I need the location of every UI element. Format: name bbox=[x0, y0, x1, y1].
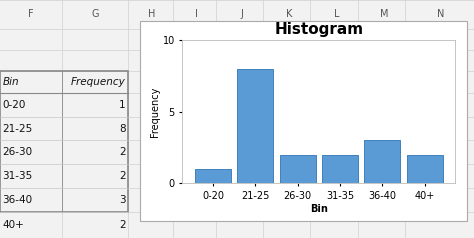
Text: M: M bbox=[380, 9, 388, 19]
Bar bbox=[407, 155, 443, 183]
Bar bbox=[322, 155, 358, 183]
Text: 8: 8 bbox=[119, 124, 126, 134]
Title: Histogram: Histogram bbox=[274, 21, 364, 36]
Text: 36-40: 36-40 bbox=[2, 195, 33, 205]
Text: H: H bbox=[148, 9, 155, 19]
Y-axis label: Frequency: Frequency bbox=[150, 87, 160, 137]
Bar bbox=[365, 140, 401, 183]
Text: 2: 2 bbox=[119, 171, 126, 181]
Text: K: K bbox=[286, 9, 292, 19]
Text: 3: 3 bbox=[119, 195, 126, 205]
Bar bbox=[195, 169, 231, 183]
Text: G: G bbox=[91, 9, 99, 19]
Text: 1: 1 bbox=[119, 100, 126, 110]
Text: 31-35: 31-35 bbox=[2, 171, 33, 181]
Text: 2: 2 bbox=[119, 220, 126, 230]
Text: L: L bbox=[334, 9, 339, 19]
Text: J: J bbox=[240, 9, 243, 19]
Text: 0-20: 0-20 bbox=[2, 100, 26, 110]
Text: Frequency: Frequency bbox=[71, 77, 126, 87]
Text: 21-25: 21-25 bbox=[2, 124, 33, 134]
Text: 2: 2 bbox=[119, 147, 126, 157]
Bar bbox=[280, 155, 316, 183]
Text: I: I bbox=[195, 9, 198, 19]
Text: N: N bbox=[437, 9, 445, 19]
Text: Bin: Bin bbox=[2, 77, 19, 87]
FancyBboxPatch shape bbox=[140, 21, 467, 221]
X-axis label: Bin: Bin bbox=[310, 204, 328, 214]
Bar bbox=[237, 69, 273, 183]
Text: 26-30: 26-30 bbox=[2, 147, 33, 157]
Text: 40+: 40+ bbox=[2, 220, 24, 230]
Text: F: F bbox=[28, 9, 34, 19]
